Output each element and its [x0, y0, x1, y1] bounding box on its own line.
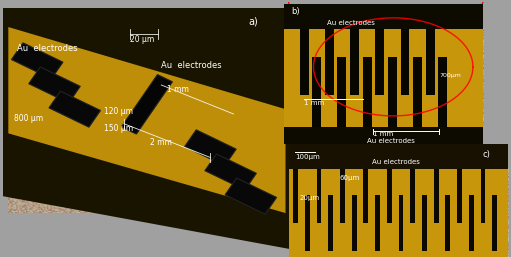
Text: 700μm: 700μm: [439, 73, 461, 78]
Polygon shape: [289, 144, 508, 172]
Polygon shape: [3, 8, 291, 249]
Polygon shape: [457, 169, 462, 223]
Polygon shape: [293, 169, 298, 223]
Text: 20μm: 20μm: [299, 196, 320, 201]
Text: 120 μm: 120 μm: [104, 107, 133, 116]
Text: 800 μm: 800 μm: [14, 114, 43, 123]
Polygon shape: [446, 195, 450, 251]
Polygon shape: [434, 169, 438, 223]
Polygon shape: [316, 169, 321, 223]
Polygon shape: [363, 57, 371, 127]
Polygon shape: [375, 195, 380, 251]
Text: 1 mm: 1 mm: [167, 85, 189, 94]
Polygon shape: [299, 29, 309, 95]
Polygon shape: [225, 178, 276, 214]
Text: a): a): [248, 17, 258, 27]
Polygon shape: [284, 4, 483, 29]
Text: 150 μm: 150 μm: [104, 124, 133, 133]
Polygon shape: [401, 29, 409, 95]
Text: Au  electrodes: Au electrodes: [161, 61, 222, 70]
Text: Au  electrodes: Au electrodes: [17, 44, 78, 53]
Text: 100μm: 100μm: [295, 154, 320, 160]
Polygon shape: [492, 195, 497, 251]
Text: b): b): [292, 7, 300, 16]
Polygon shape: [363, 169, 368, 223]
Polygon shape: [387, 169, 392, 223]
Polygon shape: [29, 67, 80, 103]
Polygon shape: [49, 91, 101, 127]
Polygon shape: [284, 29, 483, 127]
Polygon shape: [410, 169, 415, 223]
Text: 1 mm: 1 mm: [304, 100, 324, 106]
Text: c): c): [482, 151, 490, 160]
Text: Au electrodes: Au electrodes: [372, 159, 420, 165]
Polygon shape: [305, 195, 310, 251]
Polygon shape: [350, 29, 359, 95]
Polygon shape: [481, 169, 485, 223]
Polygon shape: [8, 27, 286, 213]
Polygon shape: [352, 195, 357, 251]
Text: Au electrodes: Au electrodes: [328, 20, 375, 26]
Polygon shape: [11, 43, 63, 79]
Polygon shape: [426, 29, 435, 95]
Text: 2 mm: 2 mm: [150, 139, 172, 148]
Polygon shape: [375, 29, 384, 95]
Polygon shape: [122, 75, 172, 134]
Polygon shape: [284, 127, 483, 144]
Polygon shape: [289, 169, 508, 257]
Polygon shape: [205, 154, 257, 190]
Text: 1 mm: 1 mm: [374, 131, 393, 136]
Polygon shape: [422, 195, 427, 251]
Polygon shape: [438, 57, 447, 127]
Polygon shape: [325, 29, 334, 95]
Polygon shape: [340, 169, 345, 223]
Polygon shape: [312, 57, 321, 127]
Polygon shape: [328, 195, 333, 251]
Polygon shape: [469, 195, 474, 251]
Polygon shape: [388, 57, 397, 127]
Text: 20 μm: 20 μm: [130, 34, 154, 43]
Text: Au electrodes: Au electrodes: [367, 137, 415, 143]
Polygon shape: [399, 195, 403, 251]
Polygon shape: [184, 130, 236, 166]
Polygon shape: [337, 57, 346, 127]
Text: 60μm: 60μm: [339, 175, 360, 181]
Polygon shape: [413, 57, 422, 127]
